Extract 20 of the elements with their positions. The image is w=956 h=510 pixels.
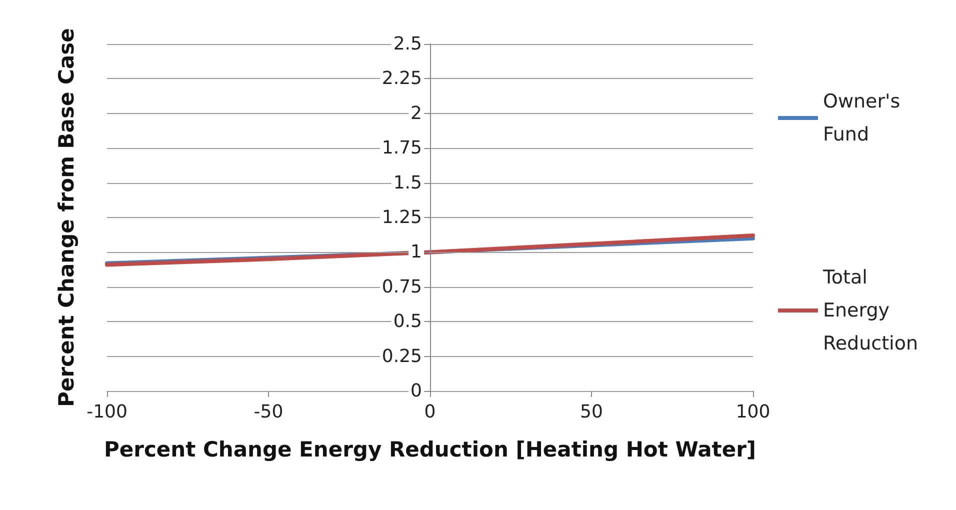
x-axis-title: Percent Change Energy Reduction [Heating Hot Water] xyxy=(104,438,756,462)
y-tick-label: 2.5 xyxy=(393,34,422,54)
x-tick-label: 100 xyxy=(736,402,770,422)
y-tick-label: 0.75 xyxy=(382,276,422,298)
x-tick-label: -50 xyxy=(254,402,284,422)
legend-label: Total Energy Reduction xyxy=(822,266,918,354)
y-tick-label: 0 xyxy=(410,380,422,402)
y-axis-title: Percent Change from Base Case xyxy=(54,28,78,407)
y-tick-label: 1.75 xyxy=(382,138,422,159)
y-tick-label: 1 xyxy=(410,242,422,263)
y-tick-label: 1.25 xyxy=(382,207,422,228)
y-tick-label: 2.25 xyxy=(382,68,422,90)
y-tick-label: 2 xyxy=(410,102,422,124)
y-tick-label: 0.5 xyxy=(393,311,422,332)
x-tick-label: 0 xyxy=(424,402,436,422)
legend-label: Owner's Fund xyxy=(823,90,906,146)
x-tick-label: 50 xyxy=(580,402,603,422)
y-tick-label: 0.25 xyxy=(382,346,422,367)
y-tick-label: 1.5 xyxy=(393,172,422,194)
x-tick-label: -100 xyxy=(86,402,128,422)
